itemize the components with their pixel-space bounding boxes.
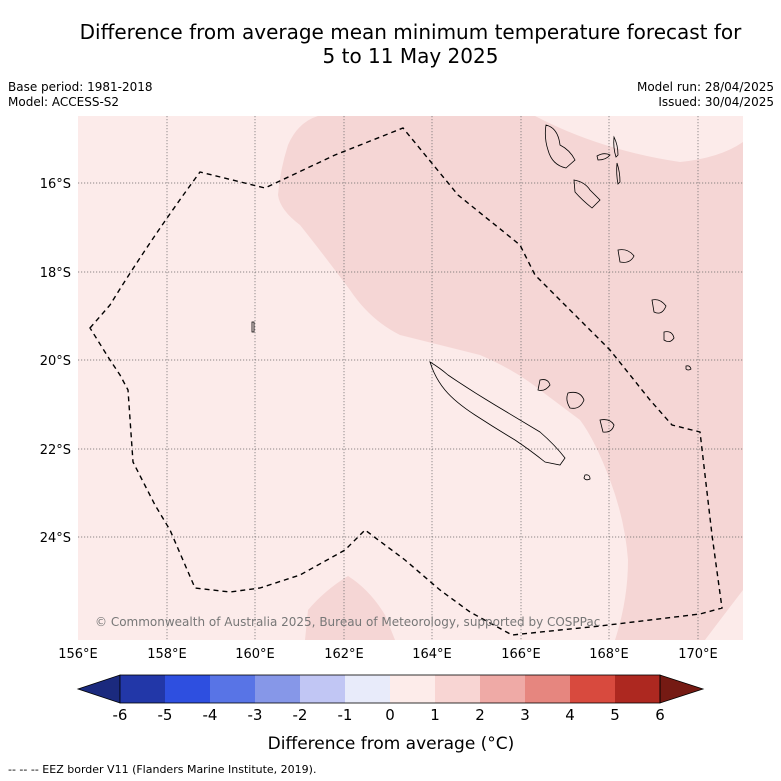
loyalty-islands bbox=[537, 379, 551, 391]
new-caledonia-island bbox=[429, 361, 566, 466]
cb-tick-neg5: -5 bbox=[158, 706, 173, 724]
y-tick-22s: 22°S bbox=[40, 443, 71, 458]
colorbar-label: Difference from average (°C) bbox=[268, 734, 515, 754]
mare-island bbox=[599, 419, 615, 433]
map-area: © Commonwealth of Australia 2025, Bureau… bbox=[78, 116, 743, 640]
x-tick-164e: 164°E bbox=[412, 647, 452, 662]
cb-tick-neg4: -4 bbox=[203, 706, 218, 724]
cb-tick-neg6: -6 bbox=[113, 706, 128, 724]
colorbar-bin-1 bbox=[120, 675, 165, 703]
y-tick-20s: 20°S bbox=[40, 354, 71, 369]
anomaly-zone-1-2-north bbox=[278, 116, 743, 640]
colorbar-bin-4 bbox=[255, 675, 300, 703]
coastlines bbox=[251, 124, 692, 481]
colorbar-bin-11 bbox=[570, 675, 615, 703]
anomaly-zone-1-2-south bbox=[305, 576, 395, 640]
isle-of-pines bbox=[583, 474, 591, 481]
x-axis-labels: 156°E 158°E 160°E 162°E 164°E 166°E 168°… bbox=[58, 647, 718, 662]
x-tick-162e: 162°E bbox=[324, 647, 364, 662]
colorbar-bin-12 bbox=[615, 675, 660, 703]
vanuatu-tanna bbox=[651, 299, 667, 314]
base-period: Base period: 1981-2018 bbox=[8, 80, 153, 94]
eez-footnote: -- -- -- EEZ border V11 (Flanders Marine… bbox=[8, 763, 317, 776]
colorbar-bin-9 bbox=[480, 675, 525, 703]
x-tick-166e: 166°E bbox=[501, 647, 541, 662]
cb-tick-neg3: -3 bbox=[248, 706, 263, 724]
colorbar-high-extend bbox=[659, 674, 705, 704]
x-tick-170e: 170°E bbox=[678, 647, 718, 662]
x-tick-168e: 168°E bbox=[589, 647, 629, 662]
colorbar-bin-3 bbox=[210, 675, 255, 703]
copyright-notice: © Commonwealth of Australia 2025, Bureau… bbox=[95, 615, 600, 629]
model-name: Model: ACCESS-S2 bbox=[8, 95, 120, 109]
y-tick-16s: 16°S bbox=[40, 177, 71, 192]
cb-tick-neg1: -1 bbox=[338, 706, 353, 724]
vanuatu-espiritu-santo bbox=[544, 124, 576, 169]
y-tick-24s: 24°S bbox=[40, 531, 71, 546]
colorbar-bin-6 bbox=[345, 675, 390, 703]
lifou-island bbox=[566, 391, 585, 409]
model-run: Model run: 28/04/2025 bbox=[636, 80, 774, 94]
vanuatu-efate bbox=[617, 249, 635, 263]
cb-tick-0: 0 bbox=[385, 706, 395, 724]
meta-right: Model run: 28/04/2025 Issued: 30/04/2025 bbox=[637, 80, 774, 110]
y-axis-labels: 16°S 18°S 20°S 22°S 24°S bbox=[40, 177, 71, 546]
vanuatu-pentecost bbox=[616, 162, 621, 185]
colorbar bbox=[76, 674, 705, 704]
meta-left: Base period: 1981-2018 Model: ACCESS-S2 bbox=[8, 80, 153, 110]
graticule bbox=[78, 116, 743, 640]
cb-tick-2: 2 bbox=[475, 706, 485, 724]
vanuatu-ambae bbox=[596, 153, 611, 161]
x-tick-158e: 158°E bbox=[147, 647, 187, 662]
x-tick-156e: 156°E bbox=[58, 647, 98, 662]
eez-border bbox=[89, 127, 723, 636]
vanuatu-aneityum bbox=[663, 331, 675, 342]
colorbar-bin-7 bbox=[390, 675, 435, 703]
x-tick-160e: 160°E bbox=[235, 647, 275, 662]
small-islet-a bbox=[685, 365, 692, 371]
cb-tick-3: 3 bbox=[520, 706, 530, 724]
cb-tick-neg2: -2 bbox=[293, 706, 308, 724]
cb-tick-1: 1 bbox=[430, 706, 440, 724]
issued-date: Issued: 30/04/2025 bbox=[658, 95, 774, 109]
title-line-2: 5 to 11 May 2025 bbox=[322, 44, 499, 68]
colorbar-bin-5 bbox=[300, 675, 345, 703]
colorbar-outline bbox=[119, 674, 661, 704]
colorbar-tick-labels: -6 -5 -4 -3 -2 -1 0 1 2 3 4 5 6 bbox=[113, 706, 665, 724]
colorbar-bin-8 bbox=[435, 675, 480, 703]
colorbar-low-extend bbox=[76, 674, 121, 704]
cb-tick-6: 6 bbox=[655, 706, 665, 724]
colorbar-bin-2 bbox=[165, 675, 210, 703]
cb-tick-4: 4 bbox=[565, 706, 575, 724]
vanuatu-malekula bbox=[573, 179, 601, 209]
title-line-1: Difference from average mean minimum tem… bbox=[79, 20, 742, 44]
chesterfield-islands bbox=[251, 321, 255, 333]
colorbar-bin-10 bbox=[525, 675, 570, 703]
map-title: Difference from average mean minimum tem… bbox=[0, 20, 781, 68]
vanuatu-maewo bbox=[613, 135, 619, 158]
y-tick-18s: 18°S bbox=[40, 266, 71, 281]
cb-tick-5: 5 bbox=[610, 706, 620, 724]
